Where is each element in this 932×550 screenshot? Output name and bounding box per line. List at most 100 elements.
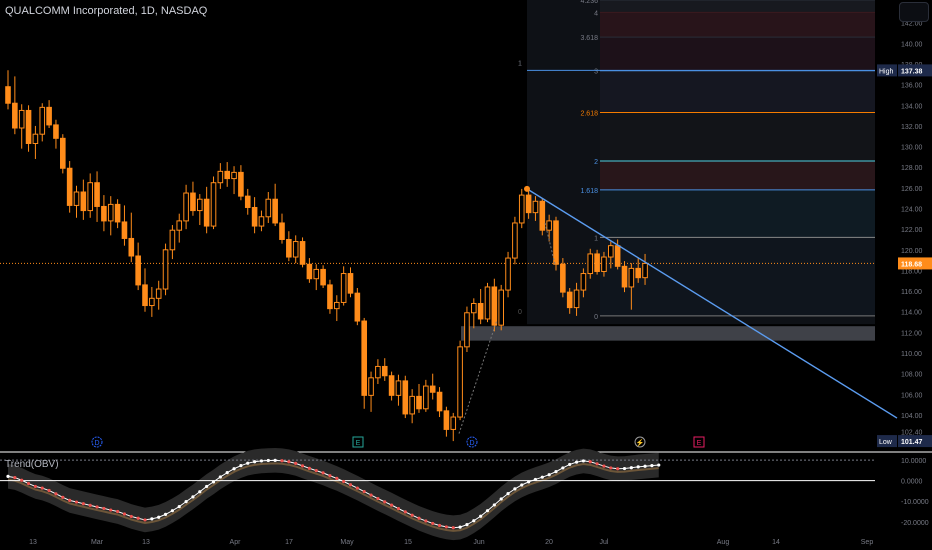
high-label-bg xyxy=(898,64,932,77)
price-tick: 106.00 xyxy=(901,392,923,399)
obv-dot xyxy=(602,464,606,468)
candle-body xyxy=(436,391,443,412)
candle-body xyxy=(231,171,237,180)
obv-dot xyxy=(6,474,10,478)
obv-dot xyxy=(26,481,31,486)
obv-dot xyxy=(506,492,510,496)
fib-band xyxy=(600,12,875,38)
candle-body xyxy=(238,171,244,197)
obv-dot xyxy=(74,500,79,504)
obv-dot xyxy=(88,503,92,507)
obv-dot xyxy=(13,475,17,480)
obv-dot xyxy=(424,519,428,523)
price-tick: 102.40 xyxy=(901,429,923,436)
obv-dot xyxy=(574,460,579,464)
price-tick: 108.00 xyxy=(901,372,923,379)
obv-band xyxy=(8,447,659,541)
obv-tick: 10.0000 xyxy=(901,458,926,465)
candle-body xyxy=(73,191,80,206)
low-label-bg xyxy=(898,435,932,448)
fib-band xyxy=(600,70,875,113)
low-label-tag-bg xyxy=(877,435,897,448)
candle-body xyxy=(532,200,539,214)
fib-band xyxy=(600,189,875,238)
candle-body xyxy=(553,220,559,265)
candle-body xyxy=(573,289,580,309)
candle-body xyxy=(320,268,326,286)
candle-body xyxy=(190,192,196,212)
candle-body xyxy=(368,377,374,396)
fib-band xyxy=(600,37,875,71)
obv-dot xyxy=(629,466,633,470)
price-tick: 142.00 xyxy=(901,21,923,28)
obv-dot xyxy=(95,505,99,509)
obv-dot xyxy=(540,475,544,479)
price-tick: 118.00 xyxy=(901,268,922,275)
support-zone xyxy=(461,326,875,341)
candle-body xyxy=(642,262,648,279)
candle-body xyxy=(450,416,457,430)
candle-body xyxy=(334,301,340,310)
trendline-anchor xyxy=(524,185,530,192)
obv-tick: 0.0000 xyxy=(901,479,923,486)
obv-dot xyxy=(225,471,229,475)
obv-dot xyxy=(109,508,113,512)
candle-body xyxy=(292,241,299,258)
obv-dot xyxy=(163,512,168,516)
candle-body xyxy=(149,297,155,307)
obv-dot xyxy=(170,509,174,513)
time-label: 20 xyxy=(545,539,553,546)
obv-signal xyxy=(7,462,659,532)
candle-body xyxy=(279,222,285,240)
price-tick: 126.00 xyxy=(901,186,923,193)
candle-body xyxy=(203,198,210,227)
candle-body xyxy=(409,395,415,415)
obv-dot xyxy=(547,473,551,477)
fib-band xyxy=(600,0,875,13)
time-label: 13 xyxy=(142,539,150,546)
obv-dot xyxy=(294,461,298,465)
obv-dot xyxy=(205,484,209,489)
obv-dot xyxy=(143,518,147,522)
obv-dot xyxy=(122,512,127,516)
fib-band xyxy=(600,112,875,162)
fib-band xyxy=(600,237,875,316)
candle-body xyxy=(443,410,450,430)
candle-body xyxy=(12,102,18,129)
obv-dot xyxy=(396,507,401,511)
candle-body xyxy=(477,302,484,320)
time-label: Aug xyxy=(717,539,730,546)
obv-dot xyxy=(40,486,44,490)
fib-level-label: 4.236 xyxy=(580,0,598,5)
obv-dot xyxy=(253,460,257,464)
time-label: 15 xyxy=(404,539,412,546)
obv-dot xyxy=(437,523,442,528)
candle-body xyxy=(512,222,518,259)
candle-body xyxy=(244,195,251,208)
obv-dot xyxy=(314,468,318,473)
menu-button[interactable] xyxy=(899,2,929,22)
candle-body xyxy=(464,312,470,348)
candle-body xyxy=(505,257,511,291)
obv-dot xyxy=(177,504,181,509)
obv-dot xyxy=(636,465,640,469)
obv-dot xyxy=(191,495,195,499)
candle-body xyxy=(635,267,642,279)
current-price-label-bg xyxy=(898,257,932,270)
obv-dot xyxy=(485,509,490,513)
obv-dot xyxy=(328,474,332,478)
candle-body xyxy=(80,191,87,212)
obv-dot xyxy=(431,521,435,526)
candle-body xyxy=(327,284,333,310)
fib-level-label: 3 xyxy=(594,69,598,76)
fib-left-marker: 1 xyxy=(518,60,522,67)
fib-level-label: 2 xyxy=(594,159,598,166)
candle-body xyxy=(224,170,230,180)
low-label-tag: Low xyxy=(879,439,893,446)
candle-body xyxy=(566,291,573,309)
time-label: Sep xyxy=(861,539,874,546)
candle-body xyxy=(614,245,621,267)
price-tick: 104.00 xyxy=(901,413,923,420)
